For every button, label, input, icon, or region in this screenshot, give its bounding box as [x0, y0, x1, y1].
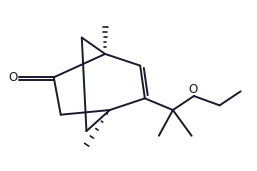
Text: O: O	[8, 71, 17, 84]
Text: O: O	[188, 83, 197, 96]
